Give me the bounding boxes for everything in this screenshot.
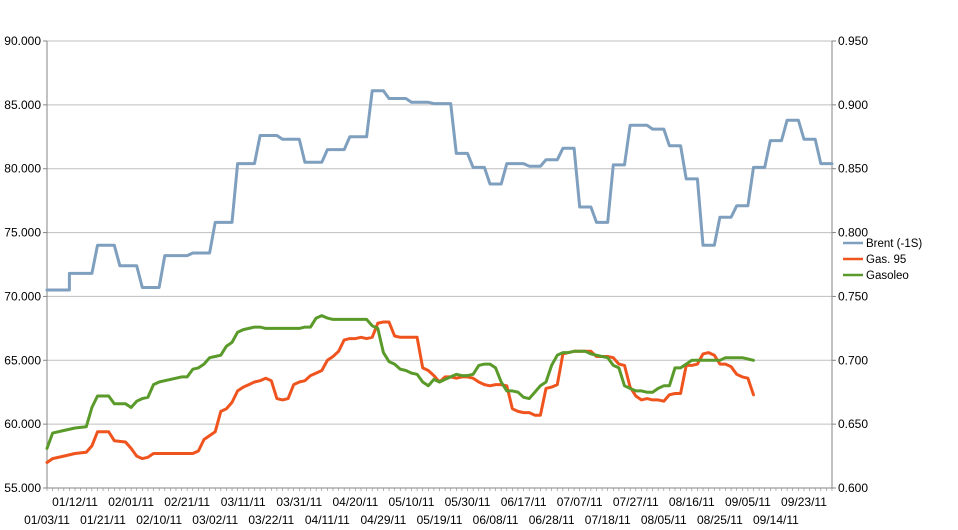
x-tick-label-upper: 07/07/11 bbox=[557, 495, 603, 509]
x-tick-label-upper: 03/11/11 bbox=[221, 495, 266, 509]
y-left-tick-label: 70.000 bbox=[4, 289, 41, 303]
x-tick-label-lower: 06/08/11 bbox=[473, 513, 519, 527]
x-tick-label-upper: 02/21/11 bbox=[164, 495, 210, 509]
y-right-tick-label: 0.700 bbox=[838, 353, 868, 367]
series-line-gasoleo bbox=[45, 314, 755, 450]
series-line-brent-1s bbox=[45, 89, 834, 292]
y-left-tick-label: 80.000 bbox=[4, 162, 41, 176]
grid-lines bbox=[47, 40, 832, 425]
y-left-tick-label: 85.000 bbox=[4, 98, 41, 112]
x-tick-label-upper: 09/05/11 bbox=[725, 495, 771, 509]
y-left-tick-label: 75.000 bbox=[4, 226, 41, 240]
x-tick-label-upper: 01/12/11 bbox=[52, 495, 98, 509]
x-tick-label-upper: 05/10/11 bbox=[389, 495, 435, 509]
x-tick-label-lower: 01/03/11 bbox=[24, 513, 70, 527]
x-tick-label-upper: 09/23/11 bbox=[781, 495, 827, 509]
x-tick-label-upper: 02/01/11 bbox=[108, 495, 154, 509]
y-left-tick-label: 90.000 bbox=[4, 34, 41, 48]
x-tick-label-upper: 07/27/11 bbox=[613, 495, 659, 509]
x-tick-label-lower: 08/25/11 bbox=[697, 513, 743, 527]
y-right-tick-label: 0.650 bbox=[838, 417, 868, 431]
series-line-gas-95 bbox=[45, 320, 755, 464]
x-tick-label-lower: 09/14/11 bbox=[753, 513, 799, 527]
y-right-tick-label: 0.600 bbox=[838, 481, 868, 495]
x-tick-label-lower: 05/19/11 bbox=[417, 513, 463, 527]
x-tick-label-upper: 06/17/11 bbox=[501, 495, 547, 509]
axes bbox=[46, 41, 833, 489]
legend-label: Gasoleo bbox=[866, 270, 909, 282]
x-tick-label-lower: 06/28/11 bbox=[529, 513, 575, 527]
x-tick-label-upper: 08/16/11 bbox=[669, 495, 715, 509]
y-right-tick-label: 0.850 bbox=[838, 162, 868, 176]
x-tick-label-lower: 04/29/11 bbox=[361, 513, 407, 527]
legend: Brent (-1S) Gas. 95 Gasoleo bbox=[843, 238, 922, 282]
x-tick-label-lower: 01/21/11 bbox=[80, 513, 126, 527]
y-left-tick-label: 65.000 bbox=[4, 353, 41, 367]
x-tick-label-upper: 03/31/11 bbox=[276, 495, 322, 509]
x-tick-label-lower: 03/22/11 bbox=[248, 513, 294, 527]
y-right-tick-label: 0.900 bbox=[838, 98, 868, 112]
x-tick-label-lower: 07/18/11 bbox=[585, 513, 631, 527]
y-right-tick-label: 0.800 bbox=[838, 226, 868, 240]
y-right-tick-label: 0.950 bbox=[838, 34, 868, 48]
y-axis-left-ticks: 55.000 60.000 65.000 70.000 75.000 80.000 85.0… bbox=[4, 34, 47, 495]
legend-label: Gas. 95 bbox=[866, 254, 906, 266]
legend-label: Brent (-1S) bbox=[866, 238, 922, 250]
series-lines bbox=[45, 89, 834, 464]
x-tick-label-lower: 08/05/11 bbox=[641, 513, 687, 527]
y-left-tick-label: 55.000 bbox=[4, 481, 41, 495]
y-axis-right-ticks: 0.600 0.650 0.700 0.750 0.800 0.850 0.900 0.950 bbox=[832, 34, 868, 495]
y-left-tick-label: 60.000 bbox=[4, 417, 41, 431]
x-tick-label-upper: 05/30/11 bbox=[445, 495, 491, 509]
x-tick-label-lower: 03/02/11 bbox=[192, 513, 238, 527]
x-tick-label-upper: 04/20/11 bbox=[332, 495, 378, 509]
x-tick-label-lower: 04/11/11 bbox=[305, 513, 350, 527]
x-axis-ticks: 01/03/11 01/21/11 02/10/11 03/02/11 03/22/11… bbox=[24, 488, 833, 527]
x-tick-label-lower: 02/10/11 bbox=[136, 513, 182, 527]
y-right-tick-label: 0.750 bbox=[838, 289, 868, 303]
